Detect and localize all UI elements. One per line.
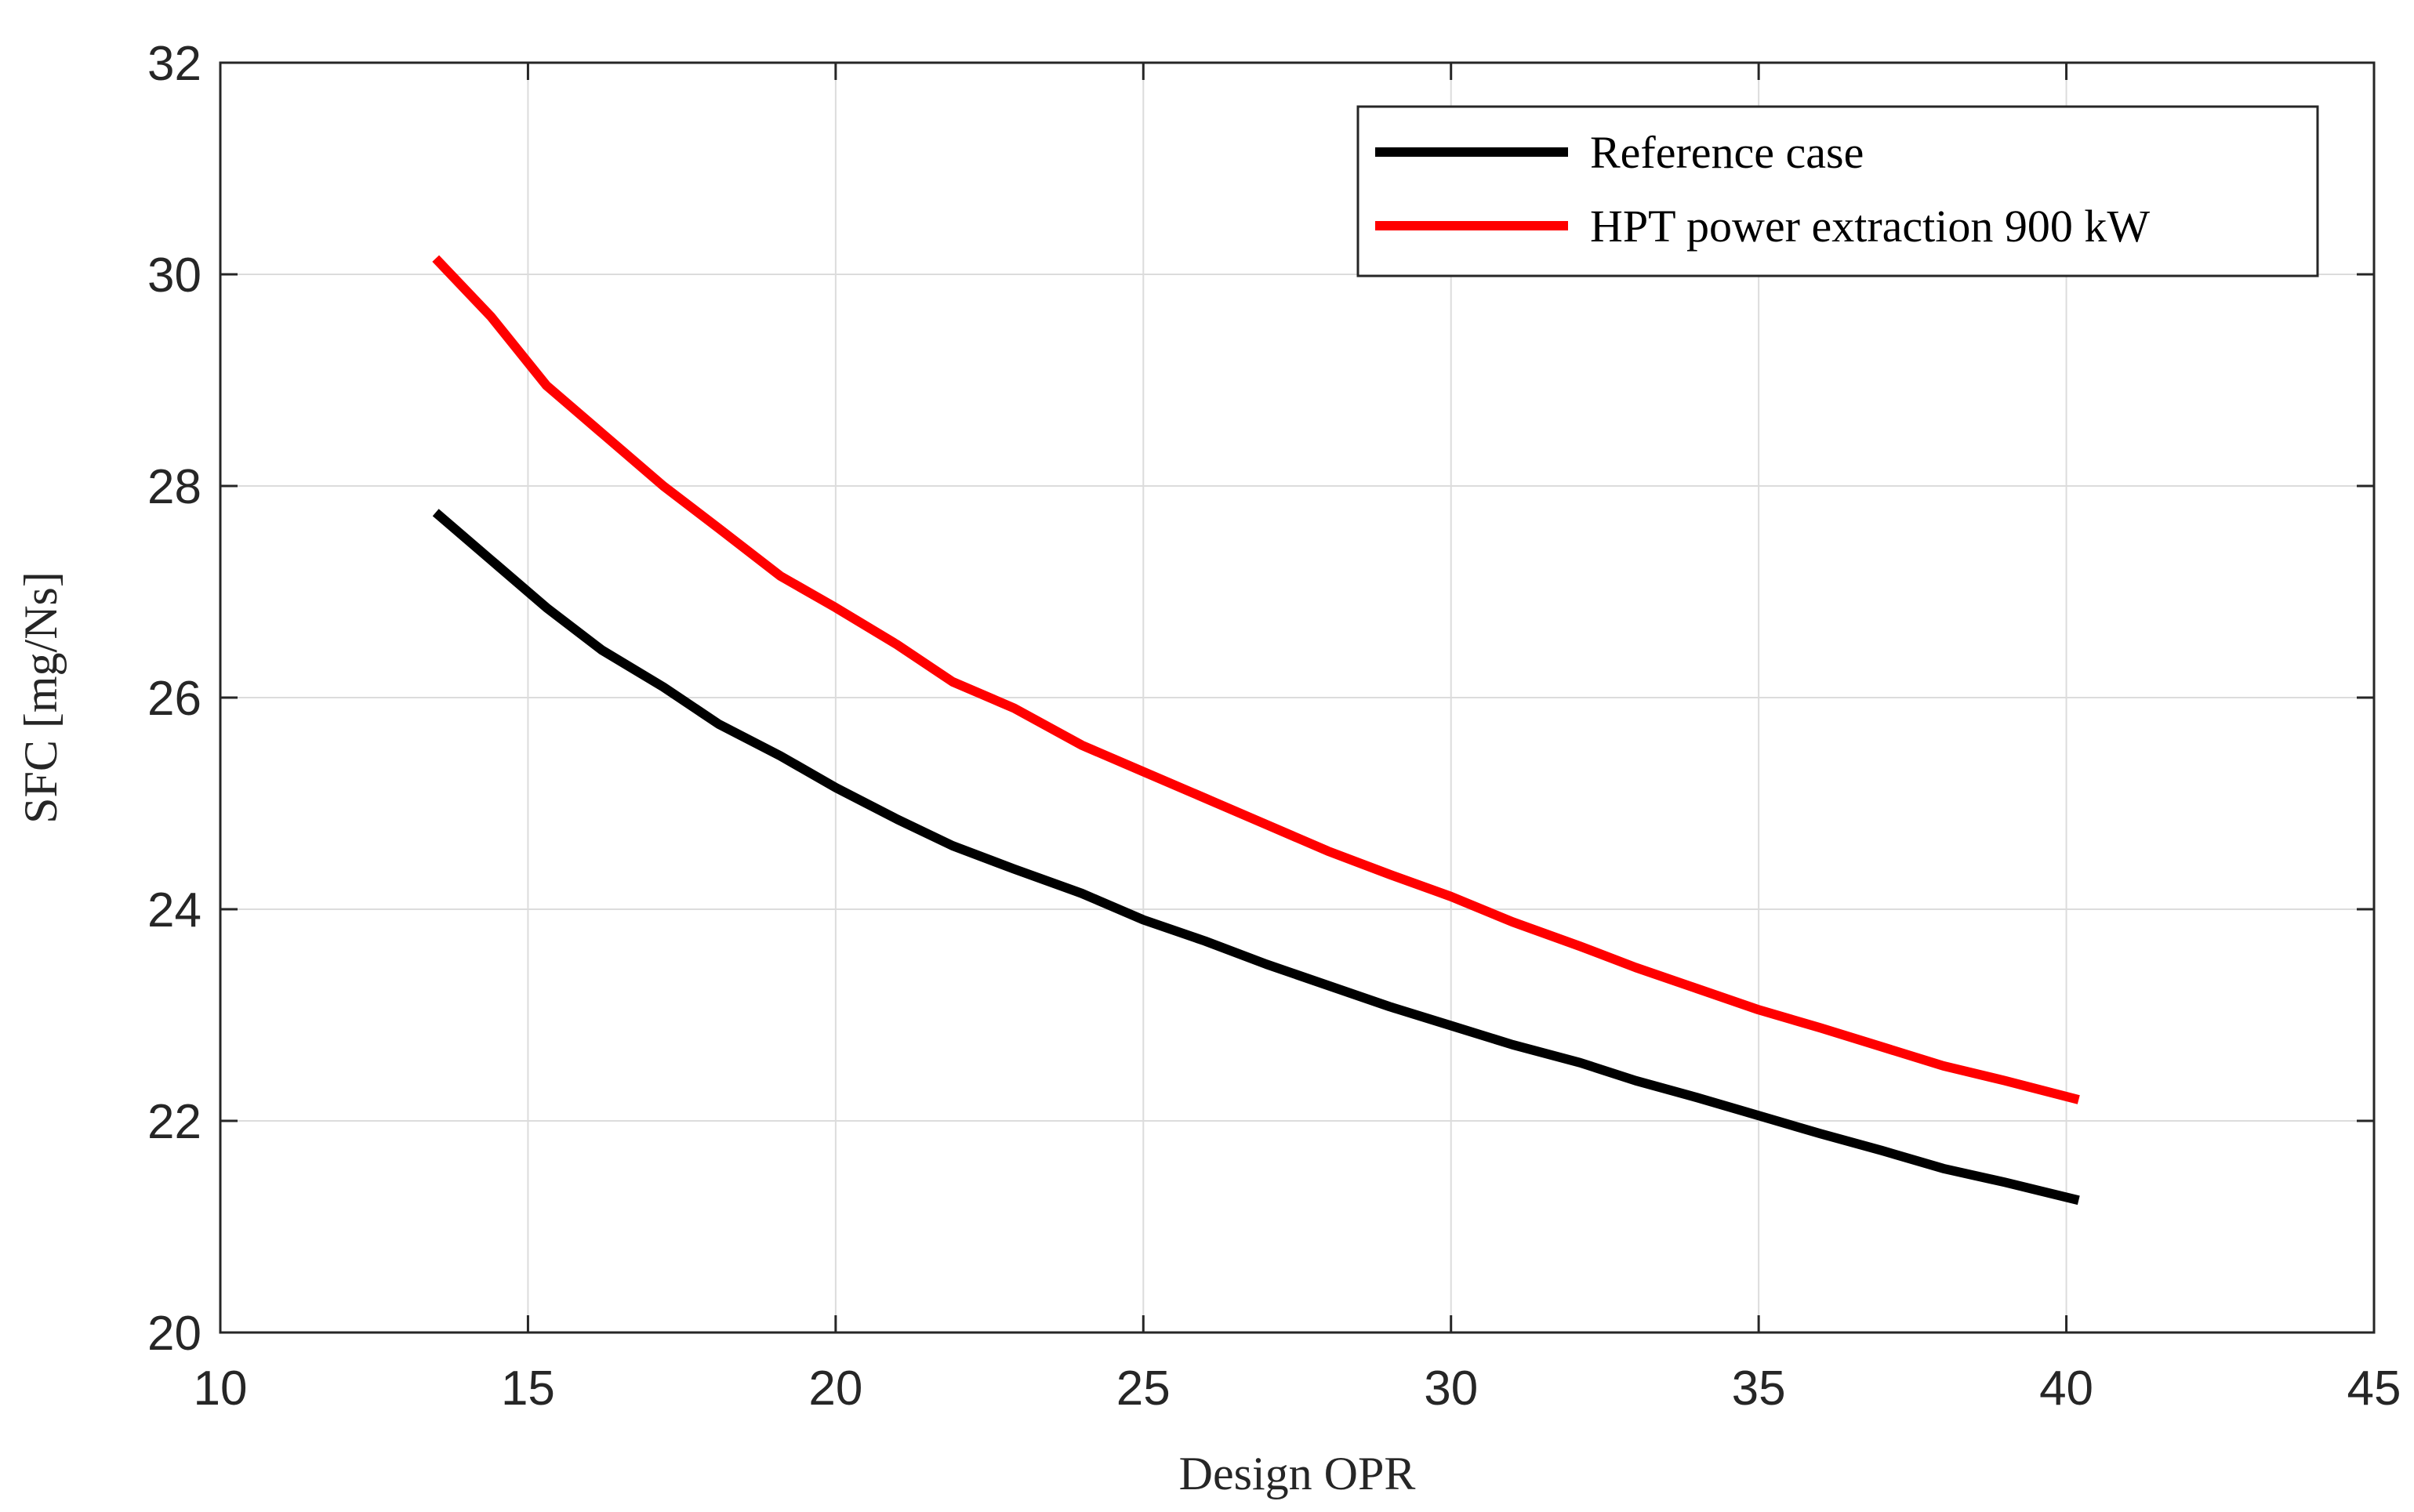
x-tick-label: 15 xyxy=(501,1362,555,1416)
legend-label-reference: Reference case xyxy=(1590,127,1864,178)
legend-box xyxy=(1356,105,2319,277)
y-tick-label: 20 xyxy=(147,1307,201,1361)
y-tick-label: 22 xyxy=(147,1095,201,1149)
x-tick-label: 35 xyxy=(1732,1362,1786,1416)
series-line-reference xyxy=(432,509,2080,1206)
legend-label-hpt: HPT power extraction 900 kW xyxy=(1590,201,2150,252)
ticks: 10 15 20 25 30 35 40 45 20 22 24 26 28 30 32 xyxy=(147,37,2401,1416)
x-tick-label: 25 xyxy=(1116,1362,1171,1416)
y-tick-label: 26 xyxy=(147,672,201,726)
x-tick-label: 40 xyxy=(2039,1362,2093,1416)
series-line-hpt xyxy=(432,255,2080,1104)
y-tick-label: 30 xyxy=(147,248,201,303)
y-tick-label: 24 xyxy=(147,883,201,937)
y-axis-label: SFC [mg/Ns] xyxy=(15,571,67,824)
legend: Reference case HPT power extraction 900 … xyxy=(1356,105,2319,277)
y-tick-label: 28 xyxy=(147,460,201,514)
series-group xyxy=(432,255,2080,1206)
y-tick-label: 32 xyxy=(147,37,201,91)
x-axis-label: Design OPR xyxy=(1179,1448,1416,1499)
x-tick-label: 20 xyxy=(808,1362,862,1416)
x-tick-label: 30 xyxy=(1424,1362,1478,1416)
x-tick-label: 10 xyxy=(194,1362,248,1416)
x-tick-label: 45 xyxy=(2347,1362,2401,1416)
